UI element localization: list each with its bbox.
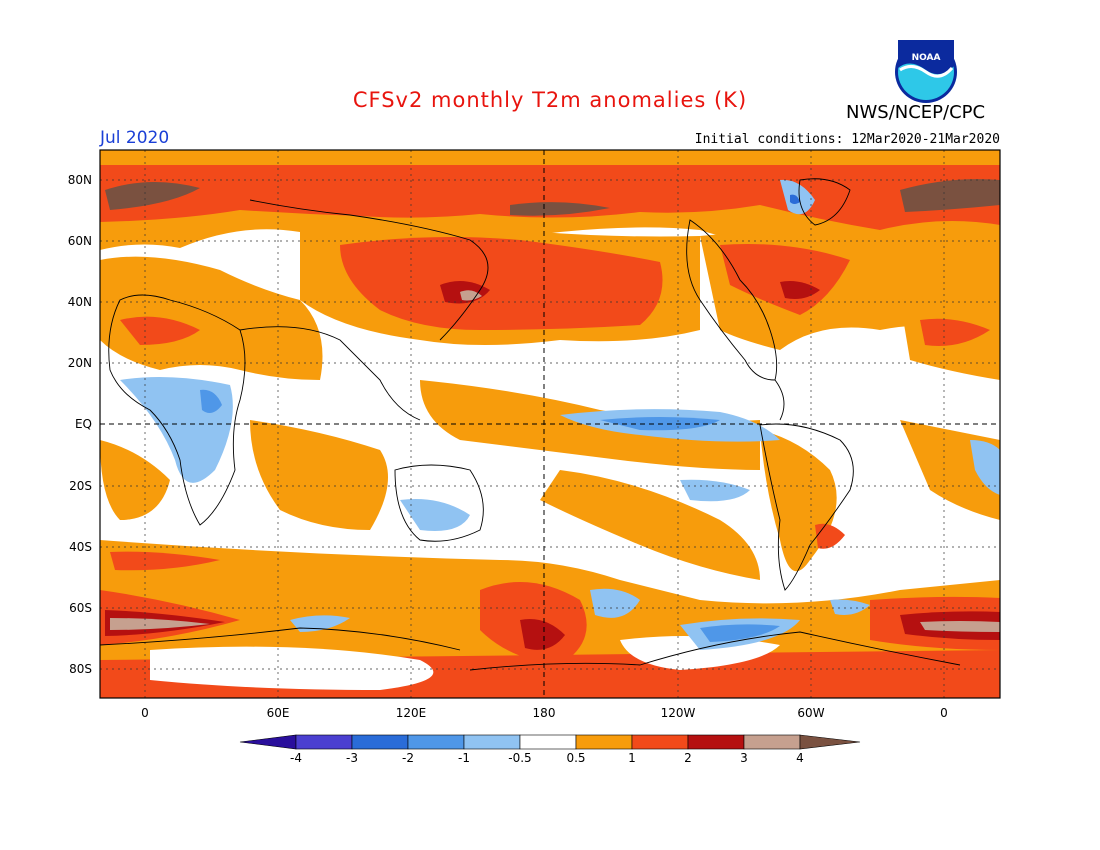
lat-label-80s: 80S [69, 662, 92, 676]
lat-label-40s: 40S [69, 540, 92, 554]
lon-label-60w: 60W [797, 706, 825, 720]
colorbar-label: 3 [740, 751, 748, 765]
colorbar-label: -2 [402, 751, 414, 765]
lon-label-180: 180 [532, 706, 556, 720]
lat-label-60s: 60S [69, 601, 92, 615]
lat-label-20s: 20S [69, 479, 92, 493]
lon-label-0: 0 [141, 706, 149, 720]
coastlines [99, 178, 961, 671]
colorbar-label: 1 [628, 751, 636, 765]
lon-label-60e: 60E [266, 706, 290, 720]
graticule [100, 150, 1000, 698]
logo-text: NOAA [912, 53, 941, 63]
lat-label-60n: 60N [67, 234, 92, 248]
noaa-logo-icon: NOAA [895, 40, 957, 103]
colorbar-label: -1 [458, 751, 470, 765]
equator-dateline [100, 150, 1000, 698]
colorbar-label: 4 [796, 751, 804, 765]
colorbar-label: -3 [346, 751, 358, 765]
forecast-month: Jul 2020 [100, 128, 170, 148]
organization-label: NWS/NCEP/CPC [846, 102, 986, 123]
colorbar-label: 0.5 [566, 751, 586, 765]
colorbar-label: -4 [290, 751, 302, 765]
initial-conditions: Initial conditions: 12Mar2020-21Mar2020 [694, 132, 1000, 147]
colorbar-label: 2 [684, 751, 692, 765]
lat-label-eq: EQ [74, 417, 92, 431]
colorbar [239, 734, 861, 750]
lat-label-20n: 20N [67, 356, 92, 370]
map-title: CFSv2 monthly T2m anomalies (K) [352, 88, 748, 112]
lon-label-0-east: 0 [940, 706, 948, 720]
lon-label-120e: 120E [395, 706, 427, 720]
lat-label-80n: 80N [67, 173, 92, 187]
map-frame [99, 149, 1001, 699]
lat-label-40n: 40N [67, 295, 92, 309]
lon-label-120w: 120W [660, 706, 696, 720]
colorbar-label: -0.5 [508, 751, 532, 765]
